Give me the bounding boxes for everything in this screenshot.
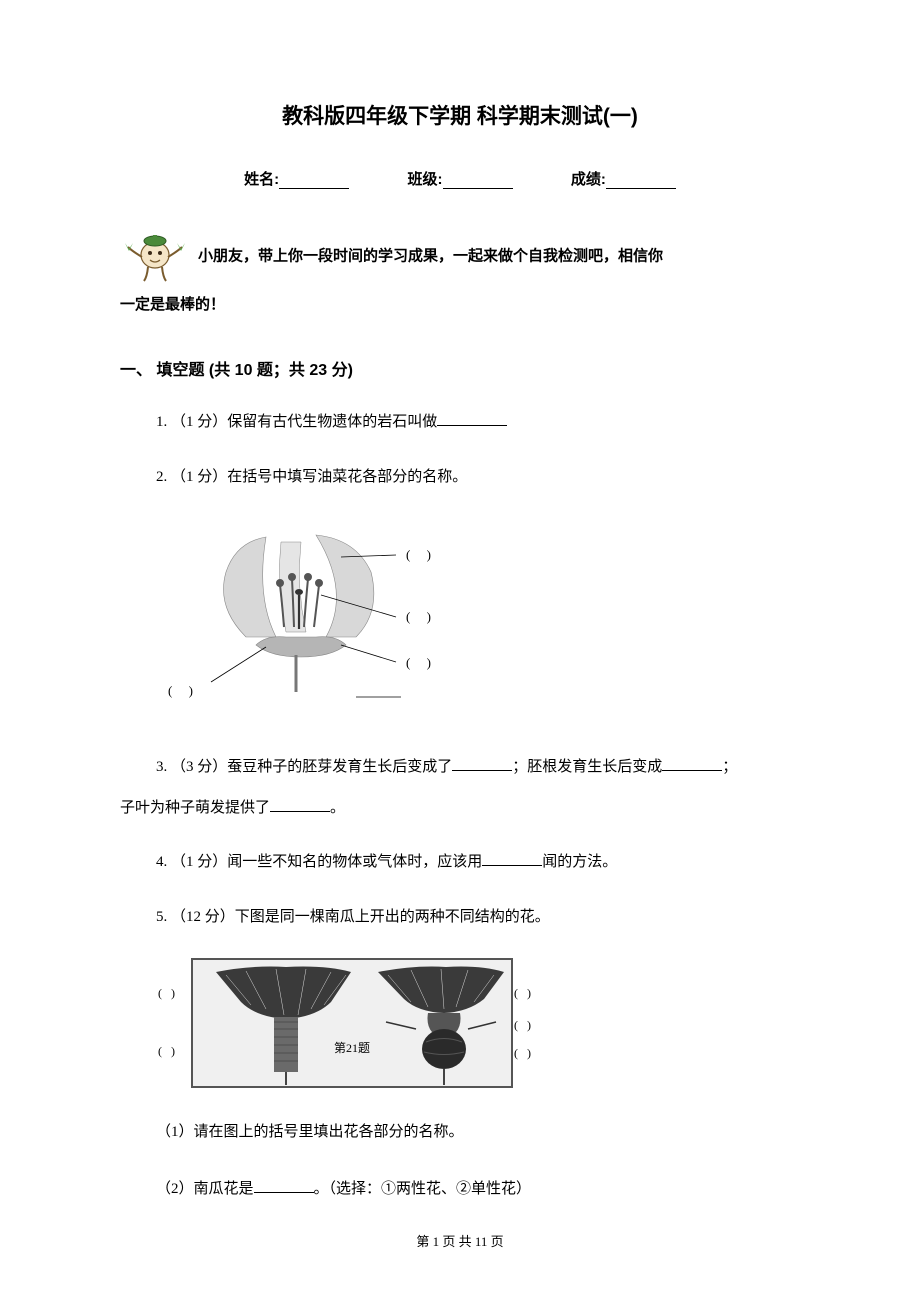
svg-text:( ): ( ) — [514, 1046, 531, 1060]
q4-blank[interactable] — [482, 852, 542, 866]
q1-text: 保留有古代生物遗体的岩石叫做 — [227, 414, 437, 430]
q4-text-b: 闻的方法。 — [542, 854, 617, 870]
q3-blank-2[interactable] — [662, 757, 722, 771]
svg-text:( ): ( ) — [514, 1018, 531, 1032]
q2-points: （1 分） — [171, 469, 227, 485]
name-blank[interactable] — [279, 175, 349, 189]
name-label: 姓名: — [244, 171, 279, 188]
section-1-heading: 一、 填空题 (共 10 题；共 23 分) — [120, 356, 800, 380]
question-4: 4. （1 分）闻一些不知名的物体或气体时，应该用 闻的方法。 — [156, 848, 800, 877]
q3-text-c: ； — [722, 759, 737, 775]
svg-text:( ): ( ) — [406, 609, 431, 624]
q2-text: 在括号中填写油菜花各部分的名称。 — [227, 469, 467, 485]
q5-points: （12 分） — [171, 909, 235, 925]
q1-points: （1 分） — [171, 414, 227, 430]
q1-num: 1. — [156, 414, 171, 430]
question-2: 2. （1 分）在括号中填写油菜花各部分的名称。 — [156, 463, 800, 492]
q4-points: （1 分） — [171, 854, 227, 870]
svg-text:( ): ( ) — [406, 547, 431, 562]
q3-points: （3 分） — [171, 759, 227, 775]
q3-text-a: 蚕豆种子的胚芽发育生长后变成了 — [227, 759, 452, 775]
svg-text:( ): ( ) — [514, 986, 531, 1000]
intro-line2: 一定是最棒的！ — [120, 284, 800, 326]
intro-block: 小朋友，带上你一段时间的学习成果，一起来做个自我检测吧，相信你 一定是最棒的！ — [120, 229, 800, 326]
q3-line2-b: 。 — [330, 800, 345, 816]
score-blank[interactable] — [606, 175, 676, 189]
question-5-sub2: （2）南瓜花是 。（选择：①两性花、②单性花） — [156, 1175, 800, 1204]
q3-text-b: ；胚根发育生长后变成 — [512, 759, 662, 775]
svg-text:( ): ( ) — [158, 986, 175, 1000]
q3-num: 3. — [156, 759, 171, 775]
q4-num: 4. — [156, 854, 171, 870]
q5-sub2-a: （2）南瓜花是 — [156, 1181, 254, 1197]
intro-line1: 小朋友，带上你一段时间的学习成果，一起来做个自我检测吧，相信你 — [198, 247, 663, 264]
class-blank[interactable] — [443, 175, 513, 189]
q1-blank[interactable] — [437, 412, 507, 426]
question-3: 3. （3 分）蚕豆种子的胚芽发育生长后变成了 ；胚根发育生长后变成 ； — [156, 753, 800, 782]
score-label: 成绩: — [571, 171, 606, 188]
figure-flower: ( ) ( ) ( ) ( ) — [156, 517, 800, 727]
svg-text:( ): ( ) — [406, 655, 431, 670]
figure-2-label: 第21题 — [334, 1041, 370, 1055]
question-1: 1. （1 分）保留有古代生物遗体的岩石叫做 — [156, 408, 800, 437]
question-3-line2: 子叶为种子萌发提供了 。 — [120, 794, 800, 823]
q3-line2-a: 子叶为种子萌发提供了 — [120, 800, 270, 816]
q5-sub2-b: 。（选择：①两性花、②单性花） — [314, 1181, 532, 1197]
q5-text: 下图是同一棵南瓜上开出的两种不同结构的花。 — [235, 909, 550, 925]
q2-num: 2. — [156, 469, 171, 485]
q4-text-a: 闻一些不知名的物体或气体时，应该用 — [227, 854, 482, 870]
q5-num: 5. — [156, 909, 171, 925]
page-footer: 第 1 页 共 11 页 — [120, 1231, 800, 1250]
svg-text:( ): ( ) — [158, 1044, 175, 1058]
mascot-icon — [120, 229, 190, 284]
q3-blank-3[interactable] — [270, 798, 330, 812]
page-title: 教科版四年级下学期 科学期末测试(一) — [120, 100, 800, 130]
class-label: 班级: — [408, 171, 443, 188]
q3-blank-1[interactable] — [452, 757, 512, 771]
q5-sub2-blank[interactable] — [254, 1179, 314, 1193]
figure-pumpkin-flowers: ( ) ( ) ( ) ( ) ( ) 第21题 — [156, 957, 800, 1092]
student-info-line: 姓名: 班级: 成绩: — [120, 168, 800, 189]
question-5-sub1: （1）请在图上的括号里填出花各部分的名称。 — [156, 1118, 800, 1147]
question-5: 5. （12 分）下图是同一棵南瓜上开出的两种不同结构的花。 — [156, 903, 800, 932]
svg-text:( ): ( ) — [168, 683, 193, 698]
